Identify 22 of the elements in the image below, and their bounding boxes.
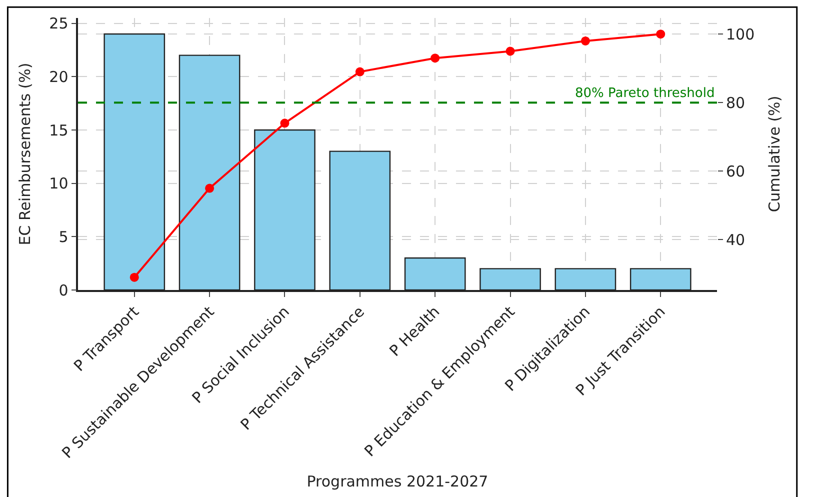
- point: [580, 36, 590, 46]
- point: [205, 184, 214, 193]
- y-tick-label: 15: [49, 121, 68, 140]
- y-tick-label: 25: [49, 14, 68, 33]
- y2-axis-title: Cumulative (%): [766, 96, 784, 212]
- point: [430, 54, 440, 63]
- point: [506, 46, 515, 56]
- point: [355, 67, 364, 76]
- y-tick-label: 5: [58, 228, 68, 246]
- y-tick-label: 20: [49, 68, 68, 86]
- x-axis-title: Programmes 2021-2027: [306, 472, 488, 490]
- y2-tick-label: 80: [726, 94, 746, 112]
- point: [130, 272, 139, 282]
- y2-tick-label: 100: [726, 25, 755, 44]
- y2-tick-label: 60: [726, 162, 746, 180]
- ref-line-label: 80% Pareto threshold: [575, 86, 715, 101]
- y-tick-label: 10: [49, 174, 68, 193]
- y-axis-title: EC Reimbursements (%): [16, 62, 34, 246]
- point: [280, 118, 290, 128]
- y2-tick-label: 40: [726, 230, 746, 249]
- point: [656, 30, 666, 39]
- y-tick-label: 0: [58, 281, 68, 300]
